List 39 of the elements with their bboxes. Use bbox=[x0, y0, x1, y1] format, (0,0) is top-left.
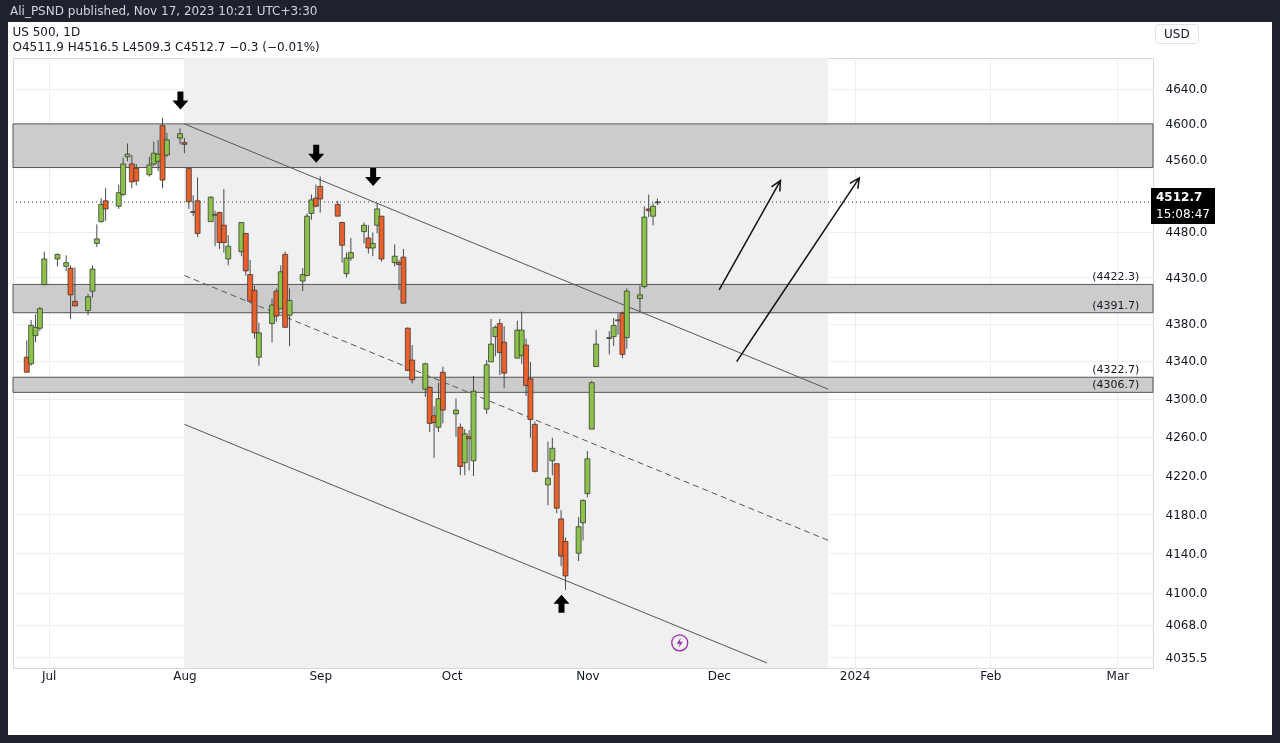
x-tick-label: Mar bbox=[1106, 668, 1130, 683]
annotation: (4391.7) bbox=[1092, 298, 1140, 312]
y-tick-label: 4340.0 bbox=[1165, 354, 1208, 369]
annotation: (4422.3) bbox=[1092, 270, 1140, 284]
chart-subtitle: O4511.9 H4516.5 L4509.3 C4512.7 −0.3 (−0.01%) bbox=[12, 40, 320, 54]
candlestick bbox=[369, 232, 376, 257]
x-tick-label: Sep bbox=[309, 668, 333, 683]
annotation: (4306.7) bbox=[1092, 378, 1140, 392]
y-tick-label: 4300.0 bbox=[1165, 392, 1208, 407]
y-tick-label: 4100.0 bbox=[1165, 586, 1208, 601]
y-tick-label: 4430.0 bbox=[1165, 270, 1208, 285]
x-tick-label: Dec bbox=[707, 668, 731, 683]
x-tick-label: Jul bbox=[40, 668, 57, 683]
text: 15:08:47 bbox=[1156, 205, 1210, 223]
candlestick bbox=[365, 224, 372, 254]
y-tick-label: 4180.0 bbox=[1165, 507, 1208, 522]
y-tick-label: 4035.5 bbox=[1165, 650, 1208, 665]
y-tick-label: 4260.0 bbox=[1165, 430, 1208, 445]
x-tick-label: Oct bbox=[441, 668, 463, 683]
candlestick bbox=[593, 329, 599, 368]
y-tick-label: 4068.0 bbox=[1165, 618, 1208, 633]
chart-title: US 500, 1D bbox=[12, 25, 81, 39]
candlestick bbox=[93, 223, 100, 248]
y-tick-label: 4600.0 bbox=[1165, 117, 1208, 132]
y-tick-label: 4560.0 bbox=[1165, 152, 1208, 167]
y-tick-label: 4140.0 bbox=[1165, 546, 1208, 561]
annotation: (4322.7) bbox=[1092, 363, 1140, 377]
x-tick-label: Feb bbox=[980, 668, 1002, 683]
y-tick-label: 4220.0 bbox=[1165, 468, 1208, 483]
candlestick bbox=[545, 441, 551, 506]
x-tick-label: Aug bbox=[173, 668, 197, 683]
text: USD bbox=[1155, 24, 1199, 44]
text: Ali_PSND published, Nov 17, 2023 10:21 UTC+3:30 bbox=[9, 3, 319, 20]
ref-line-label: 4512.7 bbox=[1156, 188, 1204, 206]
y-tick-label: 4480.0 bbox=[1165, 225, 1208, 240]
x-tick-label: Nov bbox=[576, 668, 600, 683]
y-tick-label: 4380.0 bbox=[1165, 317, 1208, 332]
x-tick-label: 2024 bbox=[839, 668, 871, 683]
y-tick-label: 4640.0 bbox=[1165, 82, 1208, 97]
